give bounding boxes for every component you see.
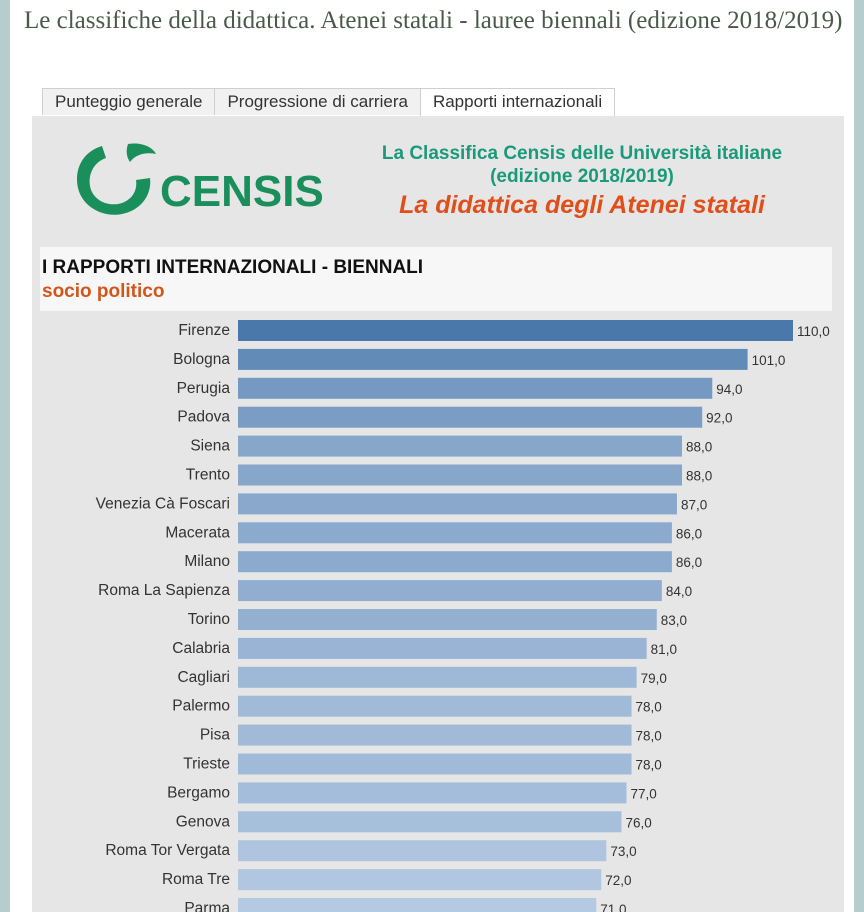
page: Le classifiche della didattica. Atenei s… (10, 0, 854, 912)
bar[interactable] (238, 464, 682, 486)
bar[interactable] (238, 348, 748, 370)
bar-chart: Firenze 110,0 Bologna 101,0 Perugia 94,0 Padov… (96, 320, 830, 912)
bar[interactable] (238, 637, 647, 659)
category-label: Roma Tre (162, 871, 230, 888)
value-label: 88,0 (686, 469, 712, 484)
bar[interactable] (238, 522, 672, 544)
category-label: Cagliari (177, 669, 230, 686)
tab-progressione-di-carriera[interactable]: Progressione di carriera (214, 88, 421, 115)
bar[interactable] (238, 695, 632, 717)
category-label: Trieste (183, 756, 230, 773)
dashboard: CENSIS La Classifica Censis delle Univer… (32, 116, 844, 912)
dashboard-header: La Classifica Censis delle Università it… (332, 142, 832, 188)
value-label: 71,0 (600, 902, 626, 912)
value-label: 72,0 (605, 873, 631, 888)
bar[interactable] (238, 377, 713, 399)
value-label: 84,0 (666, 584, 692, 599)
category-label: Bergamo (167, 784, 230, 801)
bar[interactable] (238, 435, 682, 457)
bar[interactable] (238, 811, 622, 833)
value-label: 83,0 (661, 613, 687, 628)
bar[interactable] (238, 869, 602, 891)
value-label: 110,0 (797, 324, 830, 339)
value-label: 78,0 (636, 729, 662, 744)
bar[interactable] (238, 551, 672, 573)
bar[interactable] (238, 406, 703, 428)
category-label: Siena (190, 438, 230, 455)
value-label: 101,0 (752, 353, 786, 368)
censis-logo-swoosh (126, 143, 156, 162)
category-label: Calabria (172, 640, 230, 657)
value-label: 94,0 (716, 382, 742, 397)
bar[interactable] (238, 666, 637, 688)
category-label: Torino (188, 611, 230, 628)
tab-punteggio-generale[interactable]: Punteggio generale (42, 88, 216, 115)
value-label: 92,0 (706, 411, 732, 426)
bar[interactable] (238, 609, 657, 630)
value-label: 78,0 (636, 758, 662, 773)
category-label: Parma (184, 900, 230, 912)
category-label: Pisa (200, 727, 231, 744)
header-line-1: La Classifica Censis delle Università it… (381, 143, 783, 164)
bar[interactable] (238, 493, 677, 515)
header-line-2: (edizione 2018/2019) (490, 166, 674, 187)
value-label: 73,0 (610, 844, 636, 859)
value-label: 81,0 (651, 642, 677, 657)
value-label: 79,0 (641, 671, 667, 686)
value-label: 86,0 (676, 526, 702, 541)
category-label: Roma Tor Vergata (105, 842, 230, 859)
sheet-subtitle: socio politico (42, 281, 165, 302)
bar[interactable] (238, 898, 597, 912)
category-label: Palermo (172, 698, 230, 715)
value-label: 76,0 (625, 815, 651, 830)
value-label: 87,0 (681, 497, 707, 512)
category-label: Macerata (165, 524, 230, 541)
category-label: Perugia (177, 380, 231, 397)
censis-logo-mark (77, 146, 151, 215)
page-title: Le classifiche della didattica. Atenei s… (24, 7, 843, 34)
bar[interactable] (238, 580, 662, 602)
censis-logo: CENSIS (77, 143, 322, 216)
value-label: 78,0 (636, 700, 662, 715)
tab-bar: Punteggio generale Progressione di carri… (42, 88, 616, 116)
bar[interactable] (238, 320, 793, 341)
bar[interactable] (238, 840, 607, 862)
category-label: Venezia Cà Foscari (96, 495, 230, 512)
value-label: 77,0 (631, 786, 657, 801)
sheet-title-box: I RAPPORTI INTERNAZIONALI - BIENNALI soc… (40, 247, 832, 311)
category-label: Trento (186, 467, 230, 484)
bar[interactable] (238, 753, 632, 775)
bar[interactable] (238, 782, 627, 804)
category-label: Bologna (173, 351, 230, 368)
bar[interactable] (238, 724, 632, 746)
category-label: Firenze (178, 322, 230, 339)
category-label: Roma La Sapienza (98, 582, 230, 599)
censis-logo-text: CENSIS (160, 167, 322, 216)
tab-rapporti-internazionali[interactable]: Rapporti internazionali (419, 88, 616, 116)
header-line-3: La didattica degli Atenei statali (399, 191, 765, 219)
value-label: 88,0 (686, 440, 712, 455)
sheet-title: I RAPPORTI INTERNAZIONALI - BIENNALI (42, 257, 424, 278)
value-label: 86,0 (676, 555, 702, 570)
category-label: Padova (177, 409, 230, 426)
category-label: Milano (184, 553, 230, 570)
category-label: Genova (176, 813, 231, 830)
